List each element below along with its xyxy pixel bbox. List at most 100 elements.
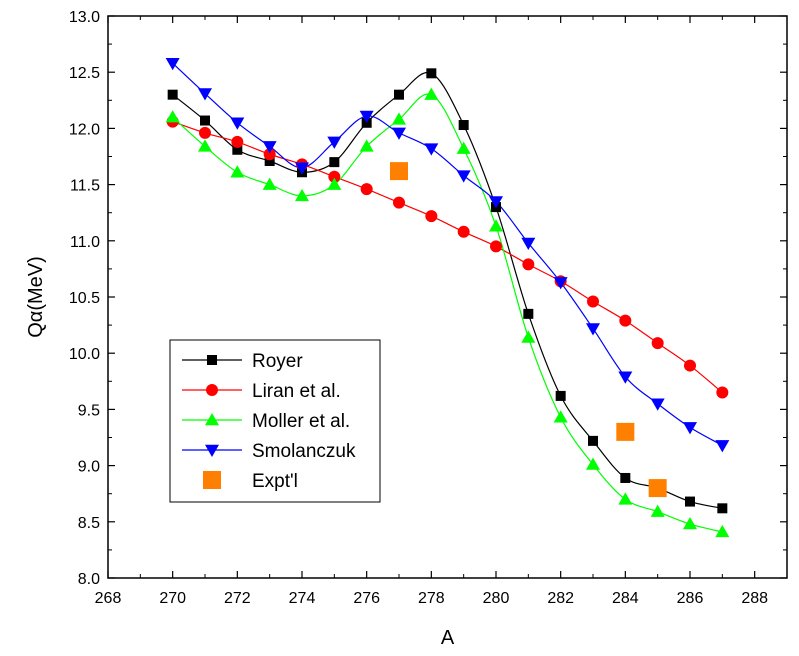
series-markers-0: [167, 68, 728, 514]
data-point: [359, 139, 374, 152]
data-point: [553, 410, 568, 423]
y-tick-label: 10.0: [69, 346, 100, 363]
data-point: [715, 524, 730, 538]
legend-label: Royer: [252, 351, 303, 372]
data-point: [555, 390, 566, 401]
data-point: [456, 170, 471, 183]
data-point: [199, 126, 211, 139]
legend-marker: [203, 471, 221, 489]
data-point: [523, 308, 534, 319]
y-tick-label: 11.5: [70, 178, 100, 195]
legend-item: Royer: [182, 351, 303, 372]
data-point: [262, 141, 277, 154]
data-point: [651, 337, 664, 350]
legend-label: Expt'l: [252, 471, 298, 492]
data-point: [167, 89, 178, 100]
data-point: [715, 440, 730, 453]
data-point: [295, 162, 309, 175]
y-tick-label: 8.0: [78, 571, 100, 588]
data-point: [390, 162, 408, 181]
data-point: [424, 87, 439, 100]
data-point: [198, 139, 212, 152]
x-tick-label: 272: [224, 590, 251, 607]
legend-item: Liran et al.: [182, 381, 341, 402]
data-point: [232, 144, 243, 155]
data-point: [650, 398, 665, 411]
data-point: [553, 277, 568, 290]
data-point: [683, 517, 697, 530]
data-point: [230, 165, 245, 178]
y-tick-label: 12.5: [69, 65, 100, 82]
data-point: [392, 112, 406, 125]
data-point: [618, 492, 633, 505]
data-point: [426, 68, 437, 79]
data-point: [165, 57, 180, 71]
data-point: [295, 188, 309, 202]
x-axis-title: A: [441, 627, 455, 649]
legend-marker: [206, 384, 218, 396]
legend-item: Smolanczuk: [182, 441, 356, 462]
data-point: [716, 386, 729, 399]
data-point: [619, 314, 632, 327]
data-point: [586, 323, 600, 336]
data-point: [588, 435, 598, 446]
data-point: [264, 155, 275, 166]
data-point: [262, 177, 277, 190]
data-point: [648, 479, 667, 498]
y-tick-label: 11.0: [70, 234, 100, 251]
data-point: [263, 148, 276, 161]
data-point: [684, 359, 696, 372]
y-tick-label: 9.0: [78, 459, 100, 476]
series-markers: [165, 57, 730, 538]
legend: Royer Liran et al. Moller et al. Smolanczuk…: [169, 339, 381, 503]
data-point: [394, 89, 404, 100]
data-point: [165, 110, 180, 123]
data-point: [198, 88, 212, 101]
legend-marker: [207, 355, 217, 365]
legend-label: Moller et al.: [252, 411, 350, 432]
data-point: [586, 457, 600, 470]
data-point: [489, 219, 503, 232]
data-point: [521, 330, 536, 343]
data-point: [685, 496, 695, 507]
data-point: [587, 295, 599, 308]
legend-item: Expt'l: [203, 471, 298, 492]
data-point: [360, 183, 373, 196]
legend-label: Liran et al.: [252, 381, 341, 402]
y-axis-title: Qα(MeV): [25, 256, 47, 338]
x-tick-label: 268: [95, 590, 122, 607]
legend-item: Moller et al.: [182, 411, 350, 432]
y-tick-label: 8.5: [78, 515, 100, 532]
data-point: [521, 237, 536, 251]
x-tick-label: 284: [612, 590, 639, 607]
x-tick-label: 288: [741, 590, 768, 607]
x-tick-label: 270: [159, 590, 186, 607]
data-point: [231, 135, 244, 148]
data-point: [456, 141, 471, 154]
data-point: [393, 196, 405, 209]
x-tick-label: 274: [289, 590, 316, 607]
data-point: [458, 120, 469, 131]
data-point: [620, 472, 631, 483]
x-tick-label: 278: [418, 590, 445, 607]
data-point: [717, 503, 728, 514]
data-point: [683, 422, 697, 435]
series-markers-2: [165, 87, 730, 538]
data-point: [425, 210, 438, 223]
data-point: [650, 504, 665, 517]
data-point: [327, 136, 342, 149]
y-tick-label: 13.0: [69, 9, 100, 26]
data-point: [359, 110, 374, 124]
plot-frame: [107, 15, 788, 579]
data-point: [200, 115, 210, 126]
data-point: [490, 240, 502, 253]
series-markers-3: [165, 57, 730, 453]
data-point: [327, 177, 342, 190]
x-tick-label: 286: [677, 590, 704, 607]
legend-label: Smolanczuk: [252, 441, 356, 462]
data-point: [618, 371, 633, 384]
x-tick-label: 282: [547, 590, 574, 607]
tick-labels: 268 270 272 274 276 278 280 282 284 286 288 8.0 8.5 9…: [69, 9, 768, 607]
series-markers-4: [390, 162, 667, 498]
data-point: [392, 127, 406, 140]
